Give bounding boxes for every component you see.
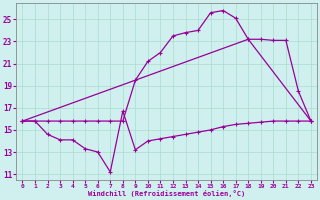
X-axis label: Windchill (Refroidissement éolien,°C): Windchill (Refroidissement éolien,°C)	[88, 190, 245, 197]
